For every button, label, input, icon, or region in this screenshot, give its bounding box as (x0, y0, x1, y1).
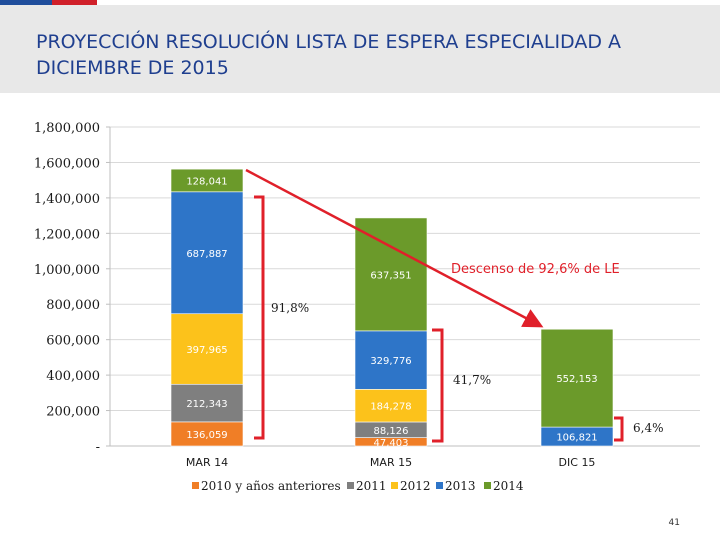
y-tick-label: 200,000 (46, 405, 100, 420)
data-label: 47,403 (374, 438, 409, 449)
data-label: 88,126 (374, 426, 409, 437)
legend-swatch (436, 482, 443, 489)
data-label: 184,278 (370, 402, 411, 413)
y-tick-label: 600,000 (46, 334, 100, 349)
top-accent-bar (0, 0, 720, 5)
legend-swatch (484, 482, 491, 489)
y-tick-label: - (96, 440, 100, 455)
percent-dic15: 6,4% (633, 421, 664, 435)
data-label: 687,887 (186, 249, 227, 260)
legend-label: 2012 (400, 479, 431, 493)
bar-segment (540, 328, 614, 428)
y-tick-label: 1,800,000 (34, 121, 100, 136)
accent-red-segment (52, 0, 97, 5)
data-label: 637,351 (370, 270, 411, 281)
descent-arrow (245, 168, 544, 328)
page-number: 41 (668, 518, 680, 528)
data-label: 329,776 (370, 356, 411, 367)
bar-segment (354, 389, 428, 423)
y-tick-label: 800,000 (46, 298, 100, 313)
data-label: 106,821 (556, 433, 597, 444)
slide-title: PROYECCIÓN RESOLUCIÓN LISTA DE ESPERA ES… (36, 31, 622, 79)
legend-label: 2011 (356, 479, 387, 493)
slide-header: PROYECCIÓN RESOLUCIÓN LISTA DE ESPERA ES… (0, 5, 720, 93)
bracket-mar14 (254, 195, 265, 440)
x-tick-label: MAR 14 (186, 456, 228, 469)
y-tick-label: 1,000,000 (34, 263, 100, 278)
y-tick-label: 400,000 (46, 369, 100, 384)
legend-label: 2014 (493, 479, 524, 493)
bracket-mar15 (432, 328, 444, 443)
bar-segment (170, 168, 244, 193)
bar-segment (170, 421, 244, 447)
data-label: 212,343 (186, 399, 227, 410)
data-label: 552,153 (556, 374, 597, 385)
bar-segment (170, 313, 244, 385)
legend-label: 2010 y años anteriores (201, 479, 341, 493)
bracket-dic15 (614, 416, 624, 442)
x-tick-label: DIC 15 (559, 456, 596, 469)
legend-swatch (192, 482, 199, 489)
data-label: 136,059 (186, 430, 227, 441)
percent-mar15: 41,7% (453, 373, 491, 387)
data-label: 128,041 (186, 176, 227, 187)
data-label: 397,965 (186, 345, 227, 356)
y-tick-label: 1,200,000 (34, 227, 100, 242)
x-tick-label: MAR 15 (370, 456, 412, 469)
legend-swatch (391, 482, 398, 489)
bar-segment (354, 217, 428, 332)
accent-blue-segment (0, 0, 52, 5)
bar-segment (170, 191, 244, 315)
legend-label: 2013 (445, 479, 476, 493)
descenso-annotation: Descenso de 92,6% de LE (451, 262, 620, 277)
legend-swatch (347, 482, 354, 489)
bar-segment (354, 330, 428, 390)
percent-mar14: 91,8% (271, 301, 309, 315)
y-tick-label: 1,600,000 (34, 156, 100, 171)
y-tick-label: 1,400,000 (34, 192, 100, 207)
